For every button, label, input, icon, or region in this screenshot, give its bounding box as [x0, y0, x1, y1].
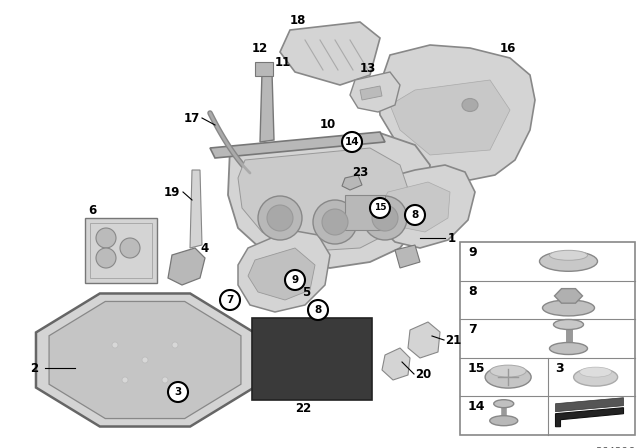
- Text: 14: 14: [468, 401, 486, 414]
- Circle shape: [172, 342, 178, 348]
- Polygon shape: [556, 398, 623, 412]
- Text: 7: 7: [468, 323, 477, 336]
- Text: 15: 15: [468, 362, 486, 375]
- Text: 12: 12: [252, 42, 268, 55]
- Ellipse shape: [462, 99, 478, 112]
- Ellipse shape: [485, 366, 531, 388]
- Circle shape: [308, 300, 328, 320]
- Text: 2: 2: [30, 362, 38, 375]
- Polygon shape: [342, 175, 362, 190]
- Ellipse shape: [493, 400, 514, 408]
- Text: 13: 13: [360, 61, 376, 74]
- Bar: [460, 242, 635, 435]
- Ellipse shape: [554, 319, 584, 329]
- Text: 7: 7: [227, 295, 234, 305]
- Circle shape: [363, 196, 407, 240]
- Text: 8: 8: [412, 210, 419, 220]
- Text: 14: 14: [345, 137, 359, 147]
- Text: 21: 21: [445, 333, 461, 346]
- Polygon shape: [49, 302, 241, 418]
- Text: 1: 1: [448, 232, 456, 245]
- Polygon shape: [168, 248, 205, 285]
- Circle shape: [285, 270, 305, 290]
- Text: 5: 5: [302, 285, 310, 298]
- Text: 364396: 364396: [595, 447, 635, 448]
- Polygon shape: [238, 148, 410, 252]
- Text: 10: 10: [320, 119, 336, 132]
- Circle shape: [372, 205, 398, 231]
- Ellipse shape: [490, 416, 518, 426]
- Ellipse shape: [580, 367, 612, 377]
- Text: 15: 15: [374, 203, 387, 212]
- Text: 6: 6: [88, 203, 96, 216]
- Text: 17: 17: [184, 112, 200, 125]
- Circle shape: [313, 200, 357, 244]
- Circle shape: [122, 377, 128, 383]
- Polygon shape: [280, 22, 380, 85]
- Text: 4: 4: [200, 241, 208, 254]
- Polygon shape: [382, 348, 410, 380]
- Text: 23: 23: [352, 165, 368, 178]
- Polygon shape: [228, 133, 430, 268]
- Text: 3: 3: [174, 387, 182, 397]
- Circle shape: [96, 228, 116, 248]
- Polygon shape: [210, 132, 385, 158]
- Bar: [255, 62, 273, 76]
- Bar: [90, 223, 152, 278]
- Text: 8: 8: [468, 284, 477, 297]
- Circle shape: [370, 198, 390, 218]
- Ellipse shape: [550, 250, 588, 260]
- Polygon shape: [360, 86, 382, 100]
- Polygon shape: [238, 230, 330, 312]
- Polygon shape: [408, 322, 440, 358]
- Text: 18: 18: [290, 13, 307, 26]
- Bar: [85, 218, 157, 283]
- Circle shape: [322, 209, 348, 235]
- Polygon shape: [190, 170, 202, 248]
- Text: 20: 20: [415, 369, 431, 382]
- Text: 11: 11: [275, 56, 291, 69]
- Text: 16: 16: [500, 42, 516, 55]
- Text: 9: 9: [291, 275, 299, 285]
- Ellipse shape: [573, 368, 618, 386]
- Ellipse shape: [540, 251, 598, 271]
- Circle shape: [120, 238, 140, 258]
- Circle shape: [267, 205, 293, 231]
- Circle shape: [142, 357, 148, 363]
- Bar: [345, 195, 385, 230]
- Polygon shape: [260, 72, 274, 142]
- Circle shape: [168, 382, 188, 402]
- Circle shape: [342, 132, 362, 152]
- Polygon shape: [556, 408, 623, 426]
- Circle shape: [258, 196, 302, 240]
- Text: 3: 3: [556, 362, 564, 375]
- Ellipse shape: [543, 300, 595, 316]
- Circle shape: [112, 342, 118, 348]
- Polygon shape: [395, 245, 420, 268]
- Text: 22: 22: [295, 401, 311, 414]
- Polygon shape: [36, 293, 254, 426]
- Text: 19: 19: [164, 185, 180, 198]
- Polygon shape: [390, 80, 510, 155]
- Circle shape: [96, 248, 116, 268]
- Ellipse shape: [456, 94, 484, 116]
- Ellipse shape: [490, 365, 526, 377]
- Text: 9: 9: [468, 246, 477, 259]
- Ellipse shape: [550, 343, 588, 354]
- Polygon shape: [368, 165, 475, 248]
- Polygon shape: [378, 182, 450, 232]
- Polygon shape: [554, 289, 582, 303]
- Bar: [252, 318, 372, 400]
- Polygon shape: [378, 45, 535, 180]
- Circle shape: [220, 290, 240, 310]
- Text: 8: 8: [314, 305, 322, 315]
- Polygon shape: [248, 248, 315, 300]
- Circle shape: [162, 377, 168, 383]
- Circle shape: [405, 205, 425, 225]
- Polygon shape: [350, 72, 400, 112]
